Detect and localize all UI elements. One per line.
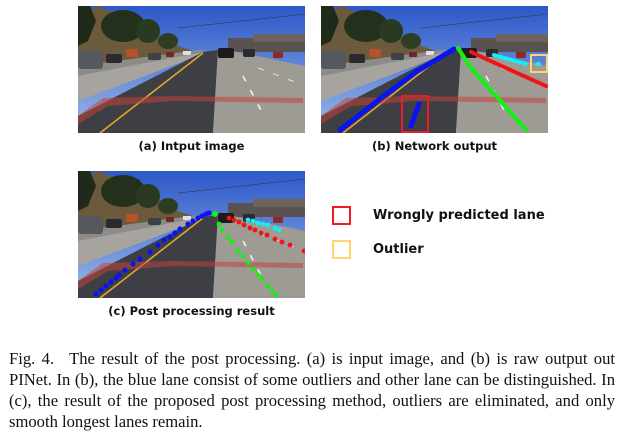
legend-item-wrongly-predicted: Wrongly predicted lane bbox=[332, 205, 545, 225]
wrongly-predicted-box bbox=[401, 95, 429, 133]
figure-number: Fig. 4. bbox=[9, 349, 55, 368]
panel-a-label: (a) Intput image bbox=[138, 139, 245, 153]
panel-c-label: (c) Post processing result bbox=[108, 304, 275, 318]
outlier-box bbox=[530, 54, 548, 73]
figure-caption: Fig. 4. The result of the post processin… bbox=[9, 348, 615, 432]
legend: Wrongly predicted lane Outlier bbox=[332, 205, 545, 273]
panel-post-processing bbox=[78, 171, 305, 298]
legend-label: Outlier bbox=[373, 241, 424, 257]
red-lane bbox=[226, 215, 305, 254]
road-photo-lanes bbox=[321, 6, 548, 133]
red-lane bbox=[469, 50, 548, 88]
cyan-outlier bbox=[535, 62, 541, 66]
cyan-lane bbox=[245, 217, 282, 233]
road-photo bbox=[78, 6, 305, 133]
red-square-icon bbox=[332, 205, 351, 225]
blue-lane bbox=[337, 46, 457, 133]
cyan-lane bbox=[492, 53, 528, 66]
green-lane bbox=[456, 46, 528, 132]
panel-input-image bbox=[78, 6, 305, 133]
caption-text: The result of the post processing. (a) i… bbox=[9, 349, 615, 431]
wrong-blue-segment bbox=[408, 101, 422, 129]
blue-lane bbox=[93, 210, 212, 297]
road-photo-lanes-clean bbox=[78, 171, 305, 298]
yellow-square-icon bbox=[332, 239, 351, 259]
legend-item-outlier: Outlier bbox=[332, 239, 545, 259]
legend-label: Wrongly predicted lane bbox=[373, 207, 545, 223]
panel-b-label: (b) Network output bbox=[371, 139, 498, 153]
green-lane bbox=[212, 211, 279, 298]
panel-network-output bbox=[321, 6, 548, 133]
